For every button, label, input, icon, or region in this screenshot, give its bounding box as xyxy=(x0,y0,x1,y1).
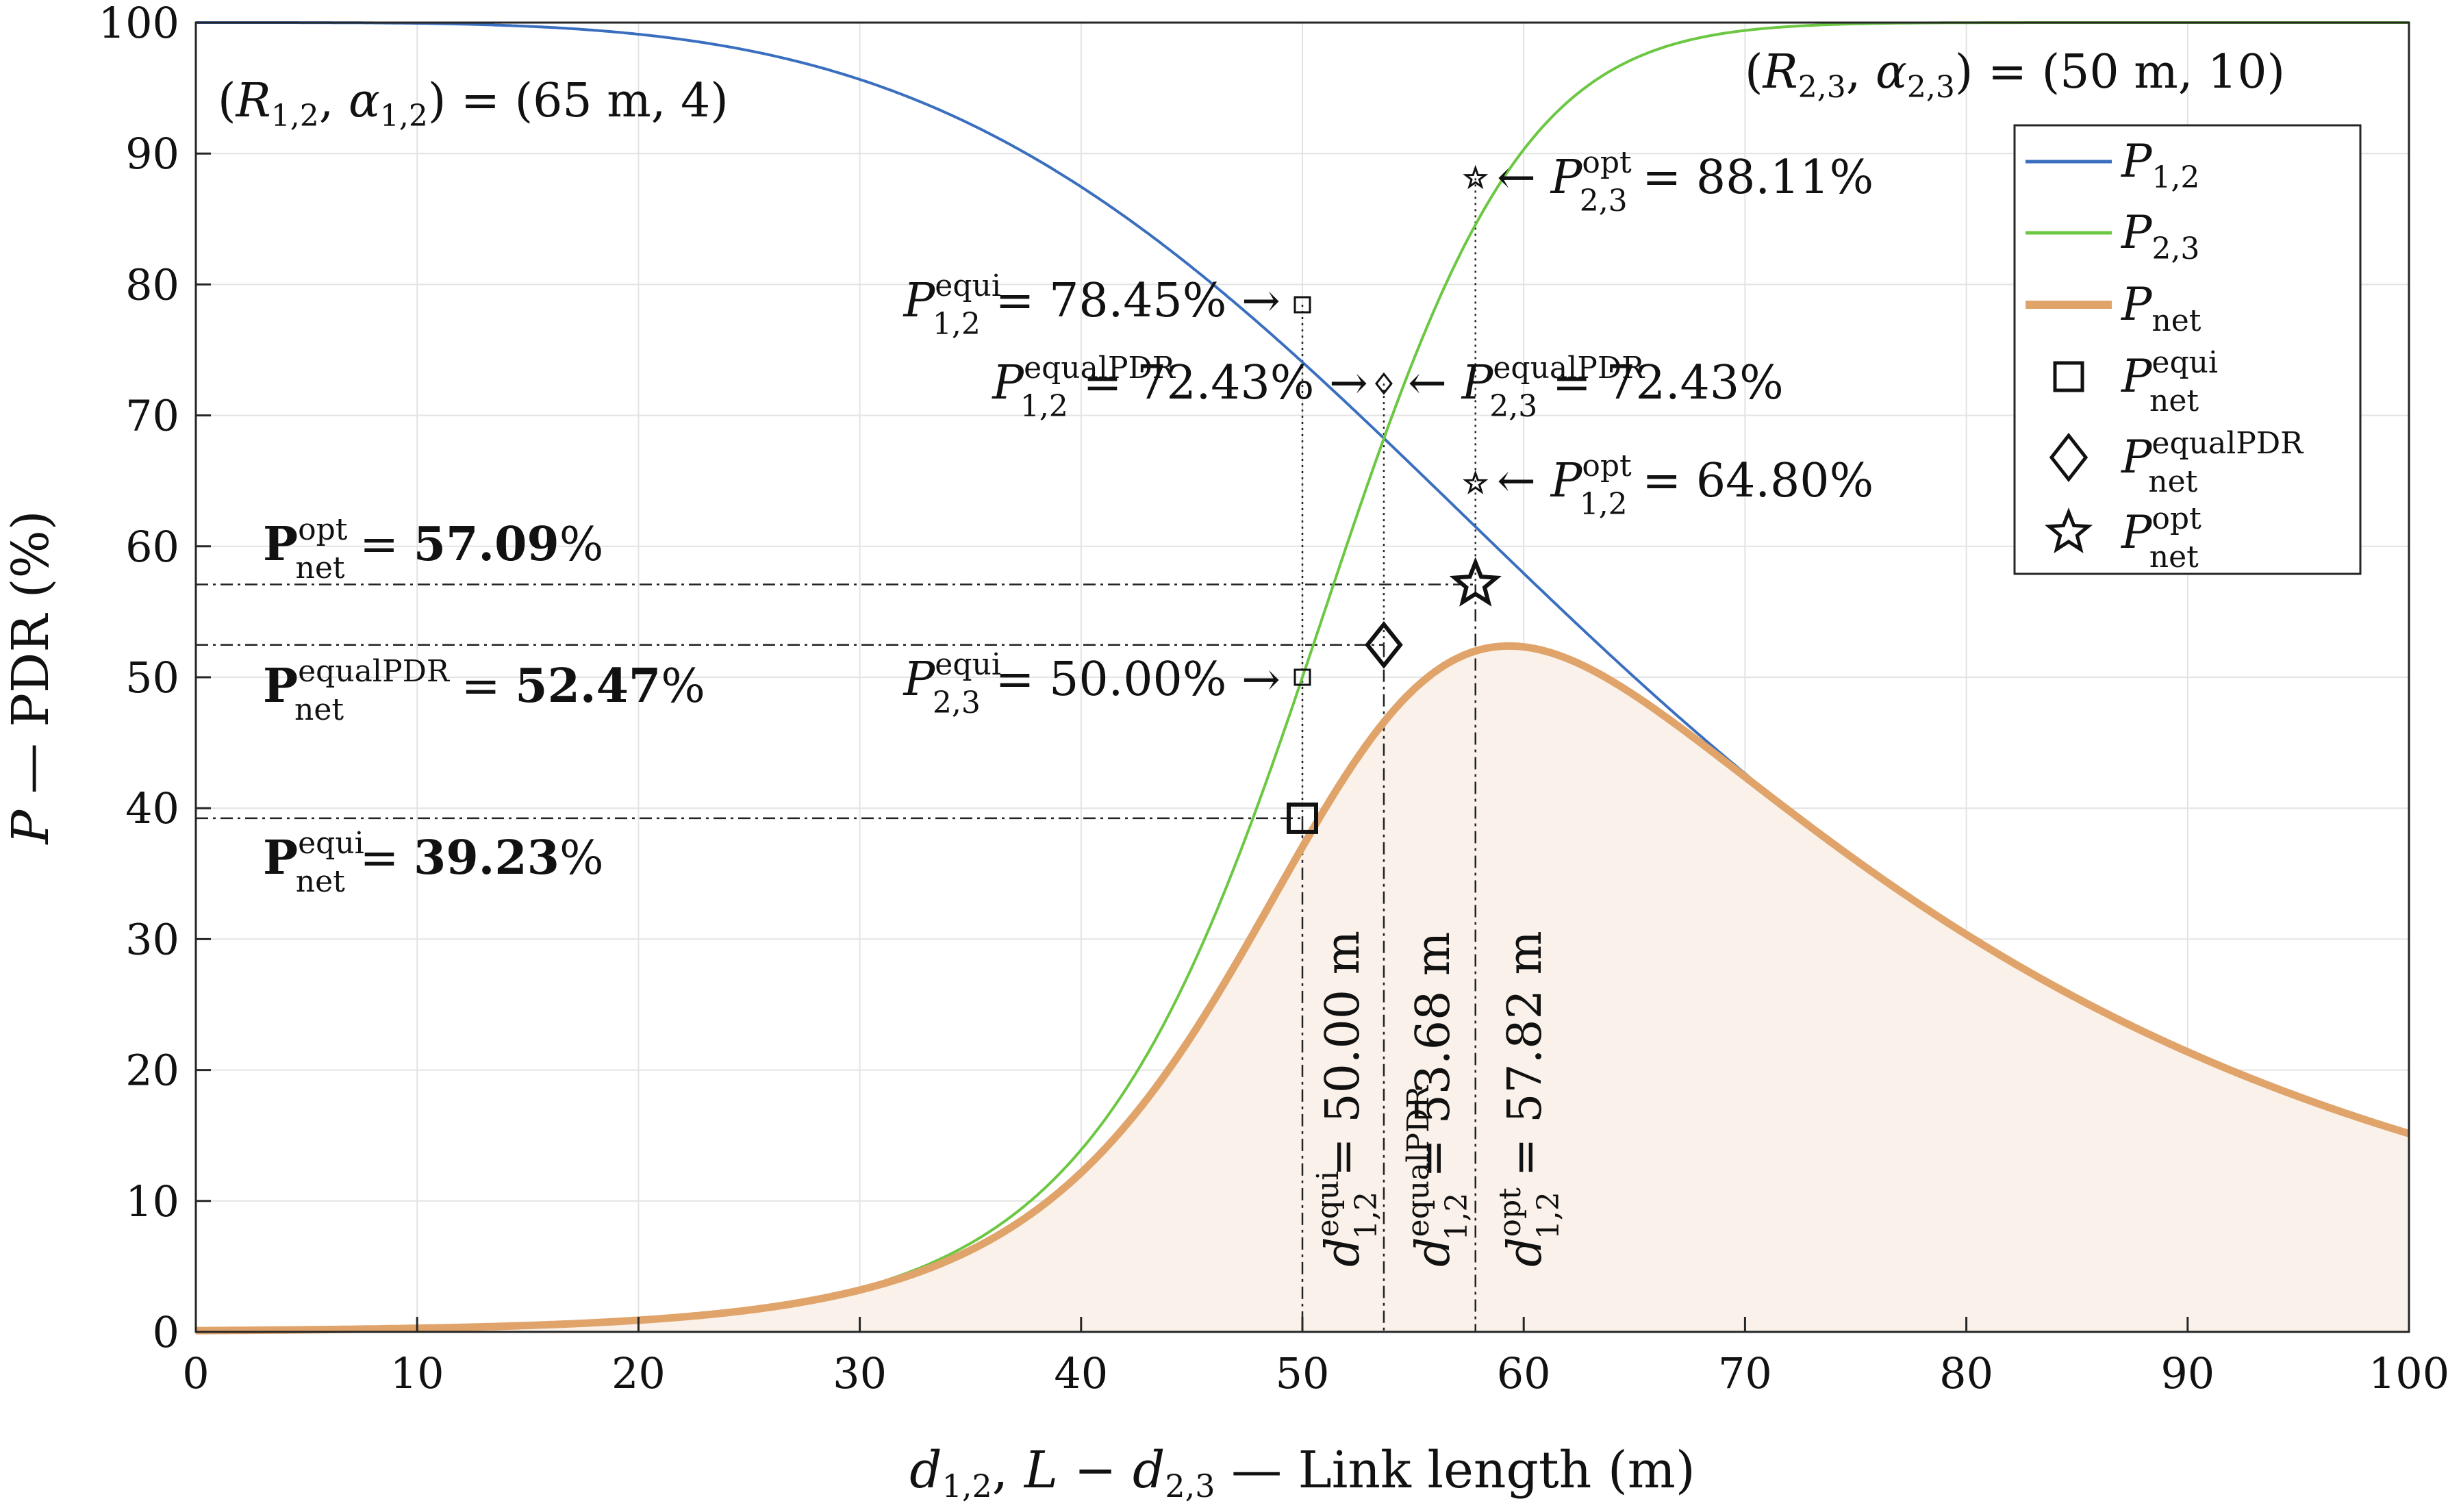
legend-label-pnet-equalpdr: PequalPDR net xyxy=(2121,426,2304,499)
legend-label-p23: P2,3 xyxy=(2121,206,2199,266)
label-pnet-equi: Pequi net = 39.23% xyxy=(263,826,604,899)
x-tick-label: 30 xyxy=(833,1348,887,1398)
y-tick-label: 50 xyxy=(125,653,179,703)
pnet-area-fill xyxy=(196,646,2409,1332)
x-axis-title: d1,2, L − d2,3 — Link length (m) xyxy=(909,1441,1695,1504)
label-p12-opt: ← Popt 1,2 = 64.80% xyxy=(1497,449,1873,522)
x-tick-label: 100 xyxy=(2369,1348,2448,1398)
params-link12: (R1,2, α1,2) = (65 m, 4) xyxy=(218,74,729,134)
y-tick-label: 90 xyxy=(125,129,179,179)
x-tick-label: 20 xyxy=(611,1348,666,1398)
label-d-opt: dopt 1,2 = 57.82 m xyxy=(1493,931,1566,1267)
legend-label-pnet-equi: Pequi net xyxy=(2121,345,2218,418)
x-tick-label: 50 xyxy=(1276,1348,1330,1398)
marker-opt-p23 xyxy=(1463,164,1489,190)
label-p12-equalpdr: PequalPDR 1,2 = 72.43% → xyxy=(991,351,1368,424)
x-tick-label: 70 xyxy=(1718,1348,1772,1398)
legend-marker-square xyxy=(2053,361,2084,392)
guide-lines xyxy=(196,178,1476,1332)
marker-opt-p12 xyxy=(1463,470,1489,494)
params-link23: (R2,3, α2,3) = (50 m, 10) xyxy=(1745,45,2285,105)
x-tick-label: 60 xyxy=(1497,1348,1551,1398)
marker-opt-pnet xyxy=(1449,557,1502,607)
y-tick-label: 70 xyxy=(125,391,179,441)
y-axis-title: P — PDR (%) xyxy=(1,510,60,845)
x-tick-label: 10 xyxy=(390,1348,444,1398)
y-tick-label: 0 xyxy=(153,1307,179,1357)
y-tick-label: 60 xyxy=(125,522,179,572)
marker-equalpdr-pnet xyxy=(1365,620,1403,669)
label-d-equi: dequi 1,2 = 50.00 m xyxy=(1311,931,1384,1267)
label-p23-opt: ← Popt 2,3 = 88.11% xyxy=(1497,145,1873,218)
label-p23-equalpdr: ← PequalPDR 2,3 = 72.43% xyxy=(1408,351,1784,424)
series-line-pnet xyxy=(194,642,2411,1335)
label-p12-equi: Pequi 1,2 = 78.45% → xyxy=(903,268,1280,342)
marker-equalpdr-p12 xyxy=(1375,372,1393,395)
axis-ticks: 0 10 20 30 40 50 60 70 80 90 100 0 10 20 30 40 50 60 70 80 9… xyxy=(99,0,2448,1398)
label-pnet-opt: Popt net = 57.09% xyxy=(263,512,603,585)
marker-equi-p23 xyxy=(1294,668,1311,686)
legend: P1,2 P2,3 Pnet Pequi net PequalPDR net Pop… xyxy=(2013,124,2362,575)
marker-layer xyxy=(1287,164,1502,834)
label-d-equalpdr: dequalPDR 1,2 = 53.68 m xyxy=(1401,932,1474,1267)
y-tick-label: 20 xyxy=(125,1046,179,1096)
pnet-fill-layer xyxy=(196,646,2409,1332)
legend-label-pnet: Pnet xyxy=(2121,278,2201,338)
marker-equi-p12 xyxy=(1294,296,1311,314)
label-pnet-equalpdr: PequalPDR net = 52.47% xyxy=(263,654,705,727)
x-tick-label: 40 xyxy=(1054,1348,1108,1398)
marker-equi-pnet xyxy=(1287,802,1318,834)
x-tick-label: 90 xyxy=(2160,1348,2214,1398)
label-p23-equi: Pequi 2,3 = 50.00% → xyxy=(903,647,1280,720)
y-tick-label: 10 xyxy=(125,1176,179,1226)
x-tick-label: 0 xyxy=(182,1348,209,1398)
legend-box xyxy=(2013,124,2362,575)
x-tick-label: 80 xyxy=(1939,1348,1993,1398)
y-tick-label: 100 xyxy=(99,0,179,48)
y-tick-label: 80 xyxy=(125,260,179,310)
legend-label-pnet-opt: Popt net xyxy=(2121,501,2201,575)
legend-label-p12: P1,2 xyxy=(2121,135,2199,195)
legend-marker-diamond xyxy=(2049,432,2089,483)
y-tick-label: 40 xyxy=(125,783,179,833)
legend-marker-star xyxy=(2044,507,2093,553)
y-tick-label: 30 xyxy=(125,914,179,964)
